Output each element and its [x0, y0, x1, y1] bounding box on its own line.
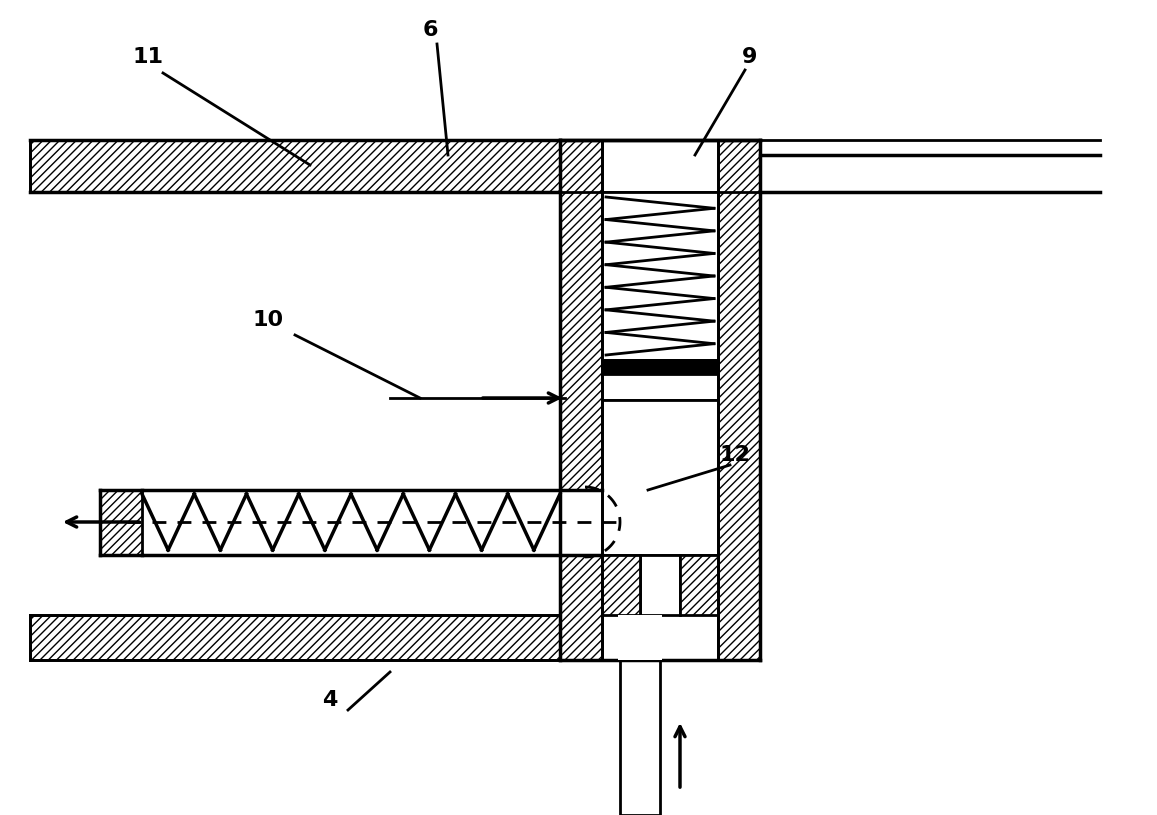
Bar — [680, 555, 718, 615]
Text: 6: 6 — [422, 20, 437, 40]
Bar — [30, 140, 560, 192]
Bar — [620, 660, 659, 815]
Bar — [142, 490, 602, 555]
Bar — [602, 192, 718, 360]
Bar — [718, 140, 760, 660]
Bar — [560, 140, 602, 660]
Bar — [618, 615, 662, 660]
Text: 12: 12 — [720, 445, 751, 465]
Bar — [100, 490, 142, 555]
Bar — [602, 555, 640, 615]
Bar — [602, 140, 718, 660]
Text: 11: 11 — [133, 47, 163, 67]
Text: 10: 10 — [252, 310, 283, 330]
Bar — [560, 140, 760, 192]
Bar — [602, 400, 718, 555]
Text: 9: 9 — [743, 47, 758, 67]
Text: 4: 4 — [323, 690, 338, 710]
Bar — [30, 615, 560, 660]
Bar — [640, 555, 680, 615]
Bar — [602, 360, 718, 400]
Bar — [602, 360, 718, 374]
